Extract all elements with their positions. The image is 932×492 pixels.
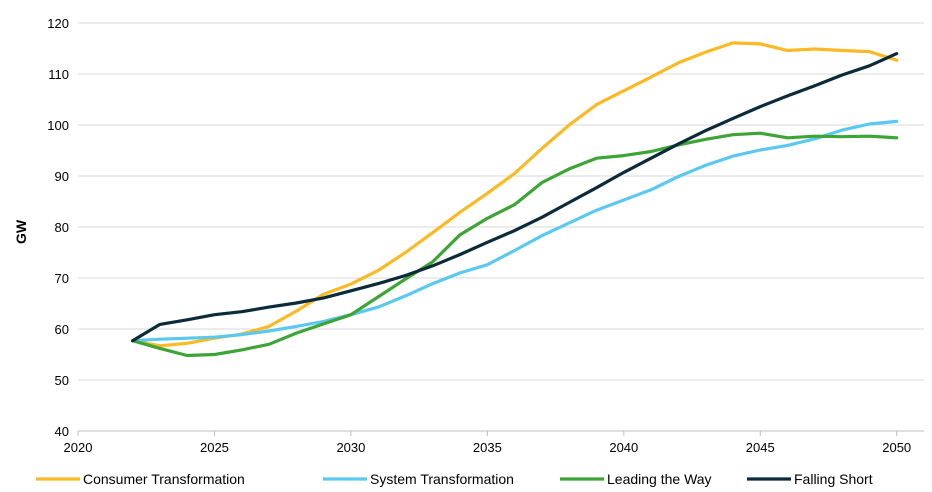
y-tick-label: 90 bbox=[55, 169, 69, 184]
x-tick-label: 2030 bbox=[336, 440, 365, 455]
legend-label: Consumer Transformation bbox=[83, 471, 245, 487]
legend-label: System Transformation bbox=[370, 471, 514, 487]
axes: 40 50 60 70 80 90 100 110 120 2020 2025 2030 2035 204… bbox=[47, 16, 924, 455]
series-line-system-transformation bbox=[131, 119, 899, 343]
y-axis-title: GW bbox=[13, 219, 29, 244]
series-lines bbox=[131, 41, 899, 358]
y-tick-label: 70 bbox=[55, 271, 69, 286]
x-tick-label: 2020 bbox=[64, 440, 93, 455]
legend: Consumer Transformation System Transforma… bbox=[36, 471, 873, 487]
legend-label: Falling Short bbox=[794, 471, 873, 487]
legend-label: Leading the Way bbox=[607, 471, 712, 487]
x-tick-label: 2035 bbox=[473, 440, 502, 455]
y-tick-label: 40 bbox=[55, 424, 69, 439]
series-line-leading-the-way bbox=[131, 131, 899, 358]
y-tick-label: 60 bbox=[55, 322, 69, 337]
x-tick-label: 2050 bbox=[882, 440, 911, 455]
y-tick-label: 50 bbox=[55, 373, 69, 388]
x-tick-label: 2040 bbox=[609, 440, 638, 455]
x-tick-label: 2045 bbox=[746, 440, 775, 455]
y-tick-label: 110 bbox=[48, 67, 69, 82]
y-tick-label: 80 bbox=[55, 220, 69, 235]
y-tick-label: 100 bbox=[47, 118, 69, 133]
series-line-falling-short bbox=[131, 51, 899, 343]
series-line-consumer-transformation bbox=[131, 41, 899, 348]
gridlines bbox=[78, 22, 924, 432]
x-tick-label: 2025 bbox=[200, 440, 229, 455]
y-tick-label: 120 bbox=[47, 16, 69, 31]
